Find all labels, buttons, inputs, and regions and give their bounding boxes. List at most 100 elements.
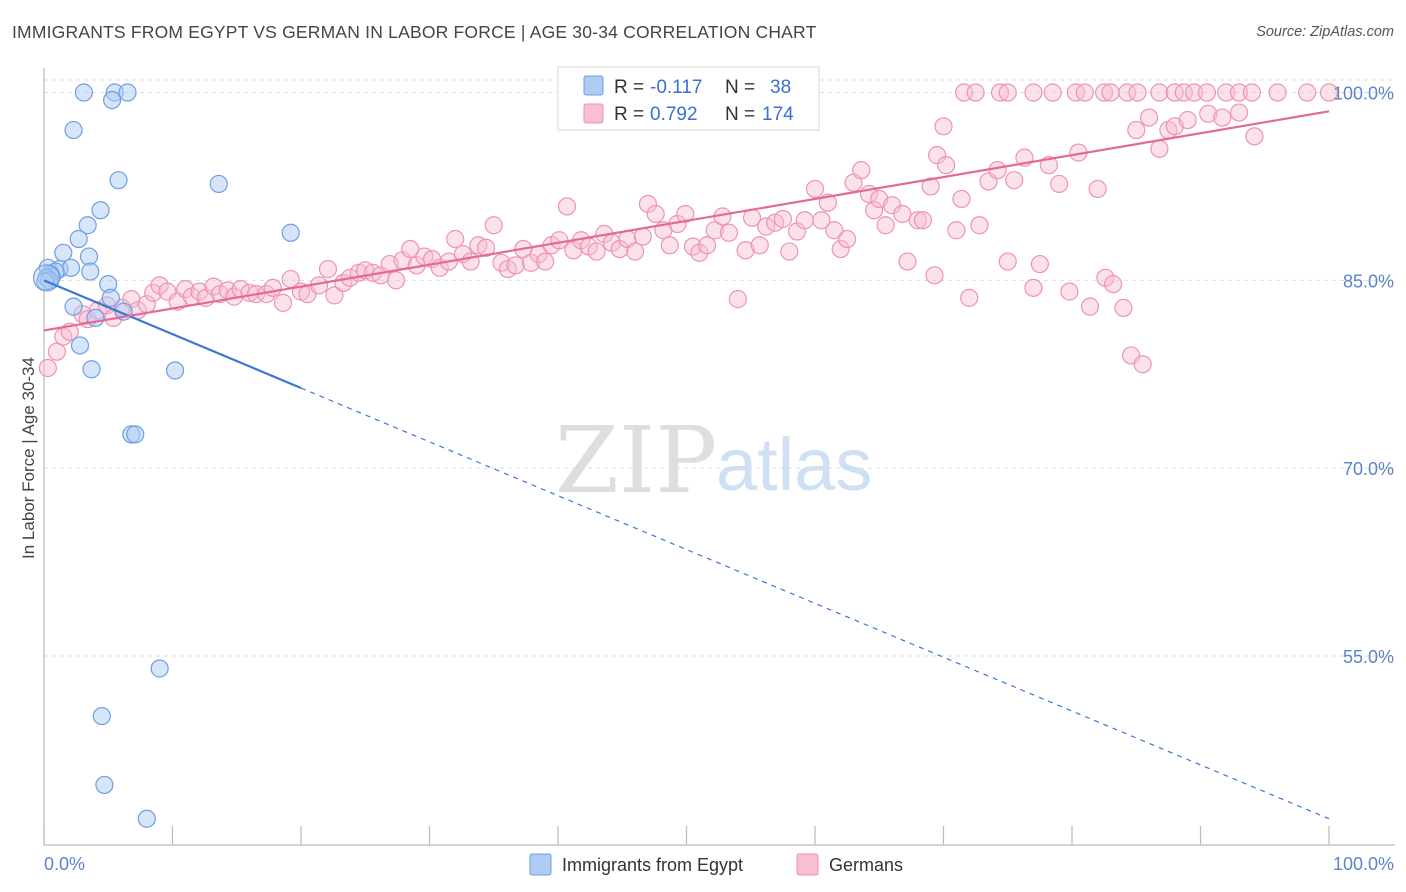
- german-point: [705, 221, 724, 240]
- egypt-point: [54, 243, 73, 262]
- german-point: [921, 177, 940, 196]
- german-point: [484, 216, 503, 235]
- german-point: [47, 342, 66, 361]
- german-point: [1298, 83, 1317, 102]
- watermark: ZIP atlas: [555, 407, 872, 514]
- bottom-legend-label-egypt: Immigrants from Egypt: [562, 855, 743, 875]
- german-point: [1080, 297, 1100, 316]
- german-point: [1075, 83, 1094, 102]
- german-point: [1128, 83, 1147, 102]
- german-point: [966, 83, 985, 102]
- german-point: [557, 197, 577, 216]
- legend-swatch-german: [583, 103, 604, 124]
- watermark-zip: ZIP: [555, 407, 717, 514]
- egypt-point: [81, 262, 100, 281]
- egypt-point: [165, 361, 185, 380]
- legend-r-label-german: R =: [614, 104, 644, 125]
- german-point: [1229, 83, 1249, 102]
- german-point: [1245, 127, 1264, 146]
- egypt-point: [118, 83, 137, 102]
- bottom-legend-label-german: Germans: [829, 855, 903, 875]
- german-point: [893, 204, 912, 224]
- german-point: [676, 204, 695, 224]
- legend-n-label-egypt: N =: [725, 77, 755, 98]
- german-point: [1184, 83, 1204, 102]
- egypt-point: [109, 171, 128, 190]
- german-point: [934, 117, 953, 136]
- german-point: [1199, 104, 1218, 123]
- german-point: [990, 83, 1010, 102]
- egypt-points: [32, 83, 300, 828]
- y-tick-label: 85.0%: [1343, 271, 1394, 291]
- german-point: [719, 223, 739, 242]
- german-point: [1005, 171, 1024, 190]
- chart-title: IMMIGRANTS FROM EGYPT VS GERMAN IN LABOR…: [12, 22, 817, 42]
- german-point: [1178, 110, 1197, 130]
- german-point: [204, 277, 223, 296]
- german-point: [805, 179, 825, 199]
- german-point: [1197, 83, 1217, 102]
- german-point: [1139, 108, 1159, 127]
- german-point: [1242, 83, 1262, 102]
- bottom-legend-swatch-german: [796, 853, 819, 876]
- german-trend-line: [43, 110, 1330, 332]
- german-point: [625, 242, 645, 261]
- german-point: [773, 209, 792, 229]
- german-point: [927, 146, 947, 165]
- german-point: [646, 204, 665, 224]
- german-point: [838, 229, 857, 249]
- german-point: [736, 241, 755, 260]
- egypt-point: [74, 83, 93, 102]
- legend-r-value-egypt: -0.117: [650, 77, 702, 98]
- egypt-point: [209, 174, 228, 194]
- x-tick-label-max: 100.0%: [1333, 854, 1394, 874]
- egypt-point: [79, 247, 99, 266]
- german-point: [1104, 274, 1123, 294]
- german-point: [812, 211, 831, 230]
- german-point: [865, 201, 884, 220]
- legend-swatch-egypt: [583, 75, 604, 96]
- legend-r-label-egypt: R =: [614, 77, 644, 98]
- german-point: [1024, 83, 1043, 102]
- source-label: Source: ZipAtlas.com: [1256, 24, 1394, 40]
- german-point: [1024, 278, 1043, 297]
- x-tick-label-min: 0.0%: [44, 854, 85, 874]
- german-point: [564, 241, 583, 260]
- german-point: [506, 256, 525, 275]
- german-point: [610, 239, 629, 259]
- german-point: [1213, 108, 1232, 127]
- legend-n-label-german: N =: [725, 104, 755, 125]
- egypt-point: [78, 216, 97, 235]
- egypt-point: [137, 809, 156, 828]
- legend-n-value-egypt: 38: [770, 77, 791, 98]
- german-point: [660, 236, 679, 255]
- bottom-legend-swatch-egypt: [529, 853, 552, 876]
- german-point: [1229, 103, 1249, 122]
- german-point: [633, 227, 652, 246]
- german-point: [960, 288, 979, 307]
- axes: [43, 68, 1395, 846]
- german-point: [757, 217, 776, 236]
- egypt-point: [64, 297, 83, 316]
- y-tick-label: 70.0%: [1343, 459, 1394, 479]
- egypt-point: [82, 360, 101, 379]
- german-point: [728, 290, 748, 309]
- egypt-point: [61, 258, 81, 277]
- german-point: [144, 283, 163, 302]
- german-point: [831, 239, 850, 259]
- german-point: [1043, 83, 1062, 102]
- german-point: [1030, 254, 1049, 274]
- german-point: [536, 252, 555, 271]
- german-point: [263, 278, 282, 297]
- german-point: [638, 194, 658, 214]
- german-point: [476, 238, 496, 257]
- trend-lines: [43, 110, 1330, 820]
- german-point: [1050, 174, 1069, 194]
- egypt-point: [32, 264, 61, 292]
- german-point: [587, 242, 606, 261]
- german-point: [913, 211, 933, 230]
- german-point: [273, 293, 293, 312]
- german-point: [1114, 298, 1133, 317]
- german-point: [176, 280, 195, 299]
